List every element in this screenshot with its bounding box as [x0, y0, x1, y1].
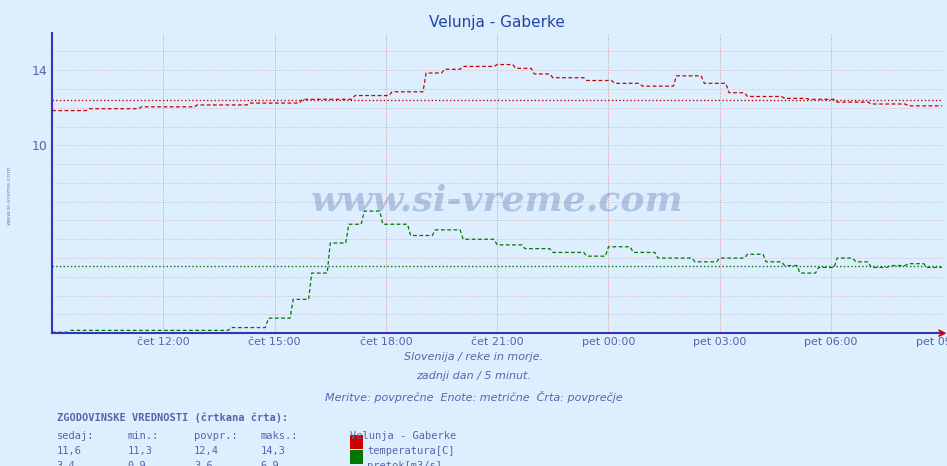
Text: sedaj:: sedaj:	[57, 431, 95, 441]
Text: 11,3: 11,3	[128, 446, 152, 456]
Text: maks.:: maks.:	[260, 431, 298, 441]
Text: 3,4: 3,4	[57, 461, 76, 466]
Text: 12,4: 12,4	[194, 446, 219, 456]
Text: zadnji dan / 5 minut.: zadnji dan / 5 minut.	[416, 371, 531, 381]
Text: povpr.:: povpr.:	[194, 431, 238, 441]
Text: ZGODOVINSKE VREDNOSTI (črtkana črta):: ZGODOVINSKE VREDNOSTI (črtkana črta):	[57, 412, 288, 423]
Text: pretok[m3/s]: pretok[m3/s]	[367, 461, 442, 466]
Title: Velunja - Gaberke: Velunja - Gaberke	[429, 15, 565, 30]
Text: 6,9: 6,9	[260, 461, 279, 466]
Text: Meritve: povprečne  Enote: metrične  Črta: povprečje: Meritve: povprečne Enote: metrične Črta:…	[325, 391, 622, 403]
Text: www.si-vreme.com: www.si-vreme.com	[7, 166, 12, 226]
Text: 3,6: 3,6	[194, 461, 213, 466]
Text: temperatura[C]: temperatura[C]	[367, 446, 455, 456]
Text: Velunja - Gaberke: Velunja - Gaberke	[350, 431, 456, 441]
Text: www.si-vreme.com: www.si-vreme.com	[311, 184, 684, 218]
Text: Slovenija / reke in morje.: Slovenija / reke in morje.	[404, 352, 543, 362]
Text: 14,3: 14,3	[260, 446, 285, 456]
Text: 11,6: 11,6	[57, 446, 81, 456]
Text: min.:: min.:	[128, 431, 159, 441]
Text: 0,9: 0,9	[128, 461, 147, 466]
